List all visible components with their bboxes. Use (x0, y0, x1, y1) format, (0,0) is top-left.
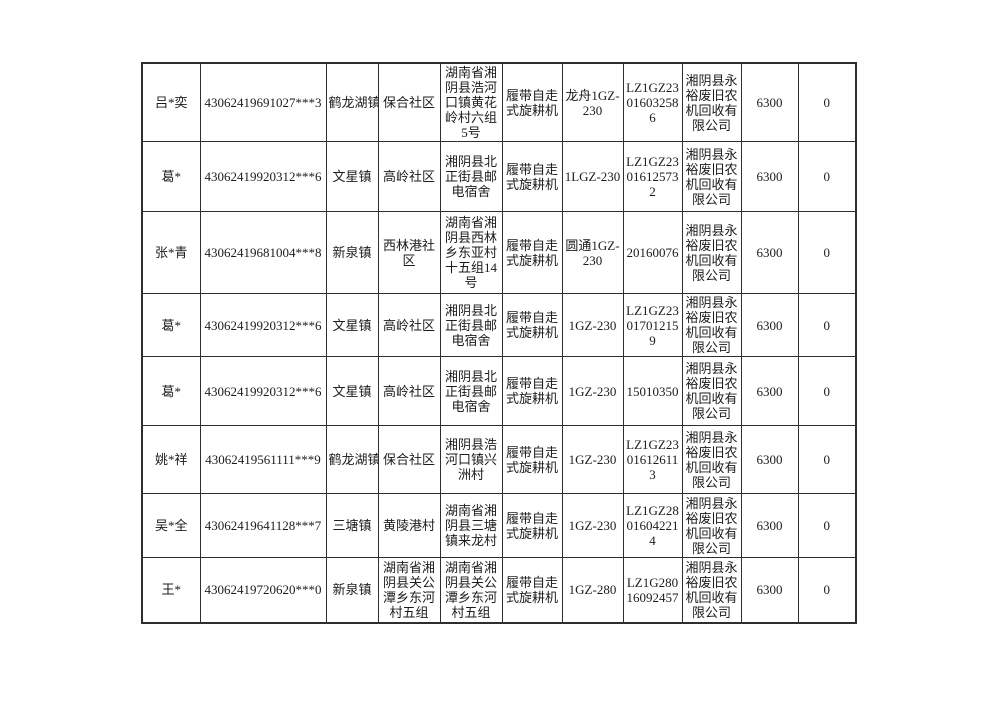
table-cell: 湘阴县永裕废旧农机回收有限公司 (681, 293, 742, 357)
table-cell: 履带自走式旋耕机 (501, 557, 563, 623)
table-cell: 43062419561111***9 (199, 425, 327, 494)
table-cell: 湘阴县永裕废旧农机回收有限公司 (681, 62, 742, 142)
table-cell: 0 (797, 62, 857, 142)
table-cell: LZ1GZ23016125732 (622, 141, 683, 212)
table-cell: 1GZ-280 (561, 557, 624, 623)
table-cell: 6300 (740, 211, 799, 294)
table-row: 葛* 43062419920312***6 文星镇 高岭社区 湘阴县北正街县邮电宿舍 履带… (141, 356, 857, 426)
table-cell: 文星镇 (325, 356, 379, 426)
table-cell: 湘阴县永裕废旧农机回收有限公司 (681, 425, 742, 494)
table-cell: 文星镇 (325, 141, 379, 212)
table-cell: 鹤龙湖镇 (325, 62, 379, 142)
table-cell: 吕*奕 (141, 62, 201, 142)
table-cell: 0 (797, 211, 857, 294)
table-cell: 履带自走式旋耕机 (501, 141, 563, 212)
table-cell: LZ1GZ23016032586 (622, 62, 683, 142)
table-cell: LZ1G28016092457 (622, 557, 683, 623)
table-cell: 0 (797, 356, 857, 426)
table-cell: 葛* (141, 141, 201, 212)
table-cell: 三塘镇 (325, 493, 379, 558)
table-cell: 龙舟1GZ-230 (561, 62, 624, 142)
table-cell: 履带自走式旋耕机 (501, 62, 563, 142)
table-cell: 湖南省湘阴县关公潭乡东河村五组 (377, 557, 441, 623)
table-cell: 0 (797, 493, 857, 558)
table-cell: 1GZ-230 (561, 356, 624, 426)
table-cell: 湖南省湘阴县三塘镇来龙村 (439, 493, 503, 558)
table-cell: 高岭社区 (377, 141, 441, 212)
table-cell: 履带自走式旋耕机 (501, 211, 563, 294)
table-cell: LZ1GZ23016126113 (622, 425, 683, 494)
table-cell: 湘阴县北正街县邮电宿舍 (439, 356, 503, 426)
table-cell: 6300 (740, 425, 799, 494)
table-cell: 姚*祥 (141, 425, 201, 494)
table-cell: 葛* (141, 356, 201, 426)
table-cell: 6300 (740, 356, 799, 426)
table-cell: 湘阴县北正街县邮电宿舍 (439, 141, 503, 212)
table-cell: 6300 (740, 493, 799, 558)
table-cell: 6300 (740, 293, 799, 357)
table-cell: 湘阴县永裕废旧农机回收有限公司 (681, 356, 742, 426)
table-cell: LZ1GZ28016042214 (622, 493, 683, 558)
table-cell: 履带自走式旋耕机 (501, 293, 563, 357)
table-cell: 43062419681004***8 (199, 211, 327, 294)
table-cell: 湖南省湘阴县关公潭乡东河村五组 (439, 557, 503, 623)
table-cell: 新泉镇 (325, 557, 379, 623)
table-cell: 0 (797, 293, 857, 357)
table-cell: 湘阴县永裕废旧农机回收有限公司 (681, 211, 742, 294)
table-cell: 湘阴县永裕废旧农机回收有限公司 (681, 493, 742, 558)
table-row: 葛* 43062419920312***6 文星镇 高岭社区 湘阴县北正街县邮电宿舍 履带… (141, 141, 857, 212)
table-cell: 湘阴县北正街县邮电宿舍 (439, 293, 503, 357)
table-cell: 湖南省湘阴县浩河口镇黄花岭村六组5号 (439, 62, 503, 142)
table-cell: 履带自走式旋耕机 (501, 493, 563, 558)
table-cell: 43062419920312***6 (199, 293, 327, 357)
table-cell: 20160076 (622, 211, 683, 294)
table-row: 王* 43062419720620***0 新泉镇 湖南省湘阴县关公潭乡东河村五组 湖南… (141, 557, 857, 623)
table-cell: 6300 (740, 62, 799, 142)
table-cell: 鹤龙湖镇 (325, 425, 379, 494)
table-cell: 圆通1GZ-230 (561, 211, 624, 294)
table-cell: 0 (797, 141, 857, 212)
table-cell: 43062419691027***3 (199, 62, 327, 142)
table-cell: 吴*全 (141, 493, 201, 558)
table-cell: 湖南省湘阴县西林乡东亚村十五组14号 (439, 211, 503, 294)
table-cell: 王* (141, 557, 201, 623)
table-cell: 0 (797, 425, 857, 494)
subsidy-records-table: 吕*奕 43062419691027***3 鹤龙湖镇 保合社区 湖南省湘阴县浩河口镇黄… (141, 62, 857, 624)
table-cell: LZ1GZ23017012159 (622, 293, 683, 357)
table-cell: 湘阴县浩河口镇兴洲村 (439, 425, 503, 494)
table-cell: 黄陵港村 (377, 493, 441, 558)
table-row: 张*青 43062419681004***8 新泉镇 西林港社区 湖南省湘阴县西林乡东亚… (141, 211, 857, 294)
table-row: 吴*全 43062419641128***7 三塘镇 黄陵港村 湖南省湘阴县三塘镇来龙村… (141, 493, 857, 558)
table-cell: 1GZ-230 (561, 293, 624, 357)
table-cell: 葛* (141, 293, 201, 357)
table-cell: 15010350 (622, 356, 683, 426)
table-cell: 6300 (740, 141, 799, 212)
table-cell: 1GZ-230 (561, 493, 624, 558)
table-cell: 43062419920312***6 (199, 356, 327, 426)
table-cell: 湘阴县永裕废旧农机回收有限公司 (681, 141, 742, 212)
table-cell: 张*青 (141, 211, 201, 294)
table-row: 葛* 43062419920312***6 文星镇 高岭社区 湘阴县北正街县邮电宿舍 履带… (141, 293, 857, 357)
table-cell: 1GZ-230 (561, 425, 624, 494)
table-cell: 保合社区 (377, 425, 441, 494)
records-table-body: 吕*奕 43062419691027***3 鹤龙湖镇 保合社区 湖南省湘阴县浩河口镇黄… (141, 62, 857, 623)
table-cell: 高岭社区 (377, 356, 441, 426)
table-cell: 0 (797, 557, 857, 623)
table-cell: 43062419720620***0 (199, 557, 327, 623)
table-cell: 文星镇 (325, 293, 379, 357)
table-cell: 1LGZ-230 (561, 141, 624, 212)
table-cell: 43062419920312***6 (199, 141, 327, 212)
table-cell: 履带自走式旋耕机 (501, 356, 563, 426)
table-cell: 西林港社区 (377, 211, 441, 294)
table-cell: 6300 (740, 557, 799, 623)
table-cell: 新泉镇 (325, 211, 379, 294)
table-cell: 湘阴县永裕废旧农机回收有限公司 (681, 557, 742, 623)
table-row: 吕*奕 43062419691027***3 鹤龙湖镇 保合社区 湖南省湘阴县浩河口镇黄… (141, 62, 857, 142)
table-cell: 高岭社区 (377, 293, 441, 357)
table-cell: 保合社区 (377, 62, 441, 142)
table-cell: 履带自走式旋耕机 (501, 425, 563, 494)
table-row: 姚*祥 43062419561111***9 鹤龙湖镇 保合社区 湘阴县浩河口镇兴洲村履… (141, 425, 857, 494)
table-cell: 43062419641128***7 (199, 493, 327, 558)
